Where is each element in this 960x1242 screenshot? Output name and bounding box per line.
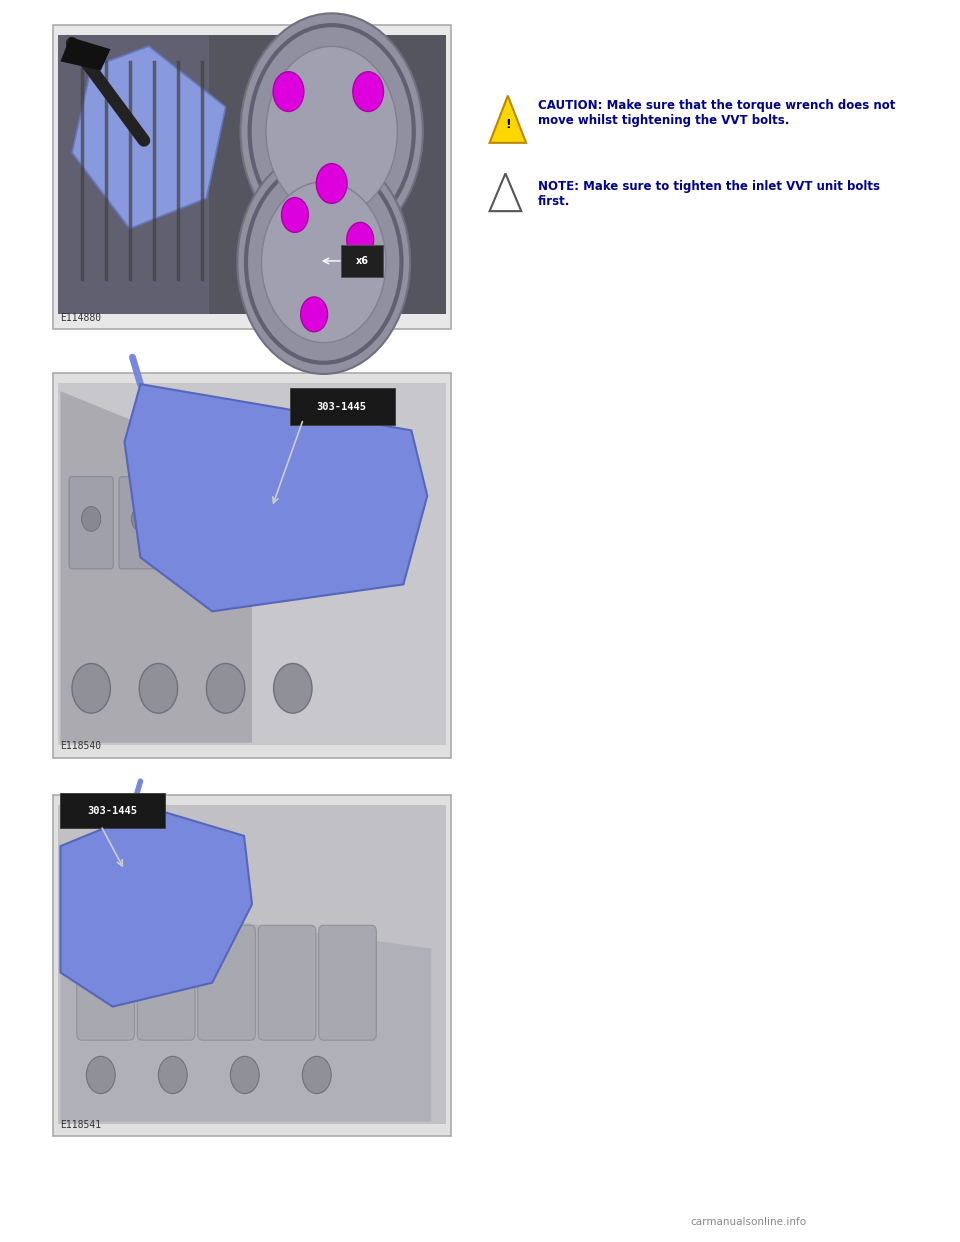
Circle shape <box>274 663 312 713</box>
Polygon shape <box>490 96 526 143</box>
Circle shape <box>82 507 101 532</box>
Circle shape <box>181 507 201 532</box>
FancyBboxPatch shape <box>53 25 451 329</box>
Text: carmanualsonline.info: carmanualsonline.info <box>691 1217 806 1227</box>
Circle shape <box>261 181 386 343</box>
Text: 303-1445: 303-1445 <box>317 401 367 411</box>
FancyBboxPatch shape <box>60 794 165 828</box>
FancyBboxPatch shape <box>169 477 213 569</box>
Text: E118540: E118540 <box>60 741 102 751</box>
Circle shape <box>316 164 347 204</box>
Circle shape <box>352 72 383 112</box>
Circle shape <box>240 14 422 250</box>
FancyBboxPatch shape <box>77 925 134 1041</box>
Circle shape <box>231 507 251 532</box>
Text: 303-1445: 303-1445 <box>87 806 137 816</box>
FancyBboxPatch shape <box>319 925 376 1041</box>
Polygon shape <box>60 391 252 743</box>
FancyBboxPatch shape <box>58 35 209 314</box>
Polygon shape <box>60 809 252 1006</box>
Circle shape <box>158 1056 187 1093</box>
FancyBboxPatch shape <box>58 35 446 314</box>
Circle shape <box>300 297 327 332</box>
Circle shape <box>281 197 308 232</box>
FancyBboxPatch shape <box>137 925 195 1041</box>
Text: CAUTION: Make sure that the torque wrench does not
move whilst tightening the VV: CAUTION: Make sure that the torque wrenc… <box>538 99 895 128</box>
Circle shape <box>273 72 303 112</box>
Text: E118541: E118541 <box>60 1120 102 1130</box>
Text: !: ! <box>505 118 511 132</box>
FancyBboxPatch shape <box>258 925 316 1041</box>
FancyBboxPatch shape <box>58 383 446 745</box>
FancyBboxPatch shape <box>198 925 255 1041</box>
Polygon shape <box>125 384 427 611</box>
Circle shape <box>139 663 178 713</box>
FancyBboxPatch shape <box>341 245 383 277</box>
Circle shape <box>266 46 397 216</box>
FancyBboxPatch shape <box>69 477 113 569</box>
Text: E114880: E114880 <box>60 313 102 323</box>
Text: NOTE: Make sure to tighten the inlet VVT unit bolts
first.: NOTE: Make sure to tighten the inlet VVT… <box>538 180 879 209</box>
Circle shape <box>72 663 110 713</box>
FancyBboxPatch shape <box>53 373 451 758</box>
Circle shape <box>132 507 151 532</box>
Circle shape <box>331 507 350 532</box>
Circle shape <box>302 1056 331 1093</box>
Circle shape <box>347 222 373 257</box>
Circle shape <box>281 507 300 532</box>
Polygon shape <box>60 897 431 1122</box>
Circle shape <box>86 1056 115 1093</box>
Polygon shape <box>72 46 226 229</box>
Text: x6: x6 <box>355 256 369 266</box>
FancyBboxPatch shape <box>219 477 263 569</box>
FancyBboxPatch shape <box>290 388 395 425</box>
Polygon shape <box>60 37 110 71</box>
Circle shape <box>237 150 410 374</box>
FancyBboxPatch shape <box>53 795 451 1136</box>
FancyBboxPatch shape <box>58 805 446 1124</box>
Circle shape <box>206 663 245 713</box>
FancyBboxPatch shape <box>119 477 163 569</box>
FancyBboxPatch shape <box>269 477 313 569</box>
FancyBboxPatch shape <box>319 477 363 569</box>
Polygon shape <box>490 174 521 211</box>
Circle shape <box>230 1056 259 1093</box>
